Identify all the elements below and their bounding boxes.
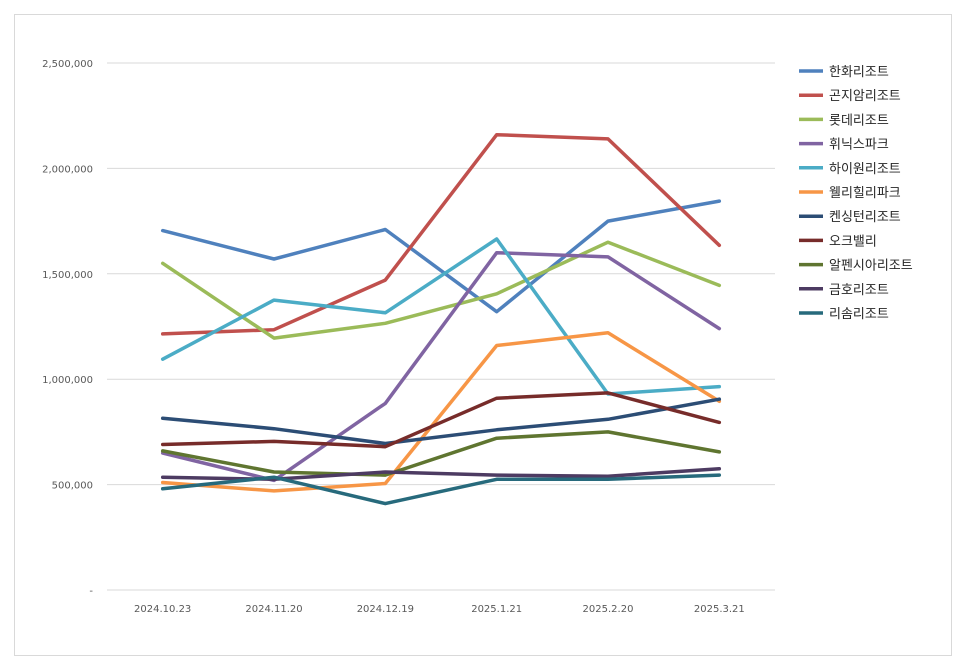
legend: 한화리조트곤지암리조트롯데리조트휘닉스파크하이원리조트웰리힐리파크켄싱턴리조트오…: [799, 65, 913, 322]
legend-label: 롯데리조트: [829, 113, 889, 128]
y-tick-label: 1,000,000: [42, 375, 93, 386]
y-axis-tick-labels: - 500,000 1,000,000 1,500,000 2,000,000 2,500…: [42, 59, 93, 597]
legend-label: 한화리조트: [829, 65, 889, 80]
series-line-7: [160, 391, 722, 449]
x-tick-label: 2024.12.19: [357, 604, 414, 615]
chart-frame: - 500,000 1,000,000 1,500,000 2,000,000 2,500…: [14, 14, 952, 656]
legend-label: 곤지암리조트: [829, 89, 901, 104]
legend-label: 하이원리조트: [829, 162, 901, 177]
x-tick-label: 2024.11.20: [245, 604, 302, 615]
series-line-10: [160, 473, 722, 506]
series-line-5: [160, 331, 722, 493]
series-line-1: [160, 132, 722, 336]
legend-label: 휘닉스파크: [829, 138, 889, 153]
series-line-0: [160, 199, 722, 314]
series-line-4: [160, 237, 722, 396]
series-lines: [160, 132, 722, 506]
x-tick-label: 2025.1.21: [471, 604, 522, 615]
y-tick-label: 500,000: [52, 481, 93, 492]
x-tick-label: 2025.3.21: [694, 604, 745, 615]
legend-label: 알펜시아리조트: [829, 259, 913, 274]
y-tick-label: 2,500,000: [42, 59, 93, 70]
legend-label: 켄싱턴리조트: [829, 210, 901, 225]
y-tick-label: -: [89, 586, 93, 597]
x-axis-tick-labels: 2024.10.23 2024.11.20 2024.12.19 2025.1.21 2…: [134, 604, 745, 615]
legend-label: 오크밸리: [829, 234, 877, 249]
series-line-6: [160, 397, 722, 446]
x-tick-label: 2025.2.20: [583, 604, 634, 615]
legend-label: 금호리조트: [829, 283, 889, 298]
legend-label: 웰리힐리파크: [829, 186, 901, 201]
series-line-2: [160, 240, 722, 340]
x-tick-label: 2024.10.23: [134, 604, 191, 615]
series-line-8: [160, 430, 722, 477]
legend-label: 리솜리조트: [829, 307, 889, 322]
y-tick-label: 1,500,000: [42, 270, 93, 281]
y-tick-label: 2,000,000: [42, 164, 93, 175]
line-chart: - 500,000 1,000,000 1,500,000 2,000,000 2,500…: [42, 59, 913, 615]
series-line-3: [160, 250, 722, 483]
